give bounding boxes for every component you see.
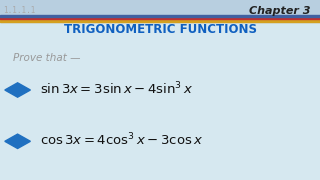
Text: 1.1.1.1: 1.1.1.1 [3,6,36,15]
Text: TRIGONOMETRIC FUNCTIONS: TRIGONOMETRIC FUNCTIONS [63,23,257,36]
Text: Prove that —: Prove that — [13,53,80,63]
Bar [0,15,320,17]
Bar [0,19,320,22]
Text: $\cos 3x = 4\cos^3 x - 3\cos x$: $\cos 3x = 4\cos^3 x - 3\cos x$ [40,132,203,149]
Bar [0,17,320,19]
Text: Chapter 3: Chapter 3 [249,6,310,16]
Text: $\sin 3x = 3\sin x - 4\sin^3 x$: $\sin 3x = 3\sin x - 4\sin^3 x$ [40,81,193,97]
Bar [0,0,320,22]
